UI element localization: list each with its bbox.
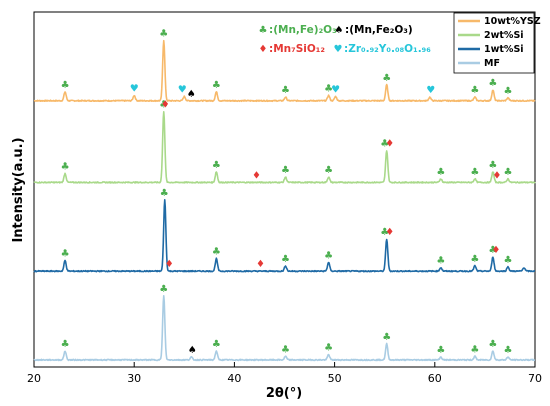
phase-legend-heart-icon: ♥ bbox=[334, 44, 343, 55]
x-tick-label: 50 bbox=[328, 372, 342, 385]
x-tick-label: 60 bbox=[428, 372, 442, 385]
marker-diamond-icon: ♦ bbox=[165, 259, 174, 270]
marker-clubs-icon: ♣ bbox=[324, 165, 333, 176]
x-tick-label: 30 bbox=[127, 372, 141, 385]
marker-clubs-icon: ♣ bbox=[61, 80, 70, 91]
phase-legend-diamond-label: :Mn₇SiO₁₂ bbox=[269, 43, 325, 55]
marker-heart-icon: ♥ bbox=[178, 84, 187, 95]
marker-diamond-icon: ♦ bbox=[385, 138, 394, 149]
marker-clubs-icon: ♣ bbox=[380, 227, 389, 238]
legend-label-mf: MF bbox=[484, 58, 500, 69]
x-axis-title: 2θ(°) bbox=[266, 386, 302, 401]
series-legend: 10wt%YSZ 2wt%Si 1wt%Si MF bbox=[453, 12, 541, 74]
legend-label-2wt-si: 2wt%Si bbox=[484, 30, 524, 41]
marker-clubs-icon: ♣ bbox=[212, 80, 221, 91]
legend-label-1wt-si: 1wt%Si bbox=[484, 44, 524, 55]
marker-diamond-icon: ♦ bbox=[385, 227, 394, 238]
marker-clubs-icon: ♣ bbox=[382, 332, 391, 343]
marker-clubs-icon: ♣ bbox=[159, 284, 168, 295]
x-tick-label: 70 bbox=[528, 372, 542, 385]
phase-legend-clubs-icon: ♣ bbox=[259, 25, 268, 36]
marker-spades-icon: ♠ bbox=[187, 89, 196, 100]
marker-clubs-icon: ♣ bbox=[488, 78, 497, 89]
phase-legend-diamond-icon: ♦ bbox=[259, 44, 268, 55]
marker-clubs-icon: ♣ bbox=[281, 85, 290, 96]
marker-clubs-icon: ♣ bbox=[160, 188, 169, 199]
marker-clubs-icon: ♣ bbox=[503, 167, 512, 178]
legend-label-10wt-ysz: 10wt%YSZ bbox=[484, 16, 541, 27]
marker-clubs-icon: ♣ bbox=[380, 138, 389, 149]
marker-clubs-icon: ♣ bbox=[212, 247, 221, 258]
marker-clubs-icon: ♣ bbox=[503, 255, 512, 266]
marker-diamond-icon: ♦ bbox=[491, 245, 500, 256]
marker-diamond-icon: ♦ bbox=[492, 170, 501, 181]
marker-clubs-icon: ♣ bbox=[436, 167, 445, 178]
marker-clubs-icon: ♣ bbox=[436, 256, 445, 267]
x-axis-ticks: 20 30 40 50 60 70 bbox=[27, 362, 542, 385]
x-tick-label: 20 bbox=[27, 372, 41, 385]
phase-legend-clubs-label: :(Mn,Fe)₂O₃ bbox=[269, 24, 337, 36]
marker-clubs-icon: ♣ bbox=[324, 83, 333, 94]
marker-clubs-icon: ♣ bbox=[281, 254, 290, 265]
phase-legend-spades-label: :(Mn,Fe₂O₃) bbox=[345, 24, 413, 36]
marker-clubs-icon: ♣ bbox=[281, 344, 290, 355]
series-line-1wtpctsi bbox=[33, 199, 536, 273]
marker-diamond-icon: ♦ bbox=[161, 99, 170, 110]
marker-clubs-icon: ♣ bbox=[212, 339, 221, 350]
marker-clubs-icon: ♣ bbox=[488, 245, 497, 256]
phase-legend-spades-icon: ♠ bbox=[335, 25, 344, 36]
marker-diamond-icon: ♦ bbox=[252, 170, 261, 181]
marker-clubs-icon: ♣ bbox=[382, 73, 391, 84]
phase-markers-group: ♣ ♥♣♥ ♠♣ ♣ ♣♥♣♥ ♣♣♣♣♣♦♣♦ ♣ ♣♣♦♣ ♣♣♦ ♣♣♣♦♣♦ ♣ ♣♣♦♣ ♣♣… bbox=[61, 28, 513, 356]
y-axis-title: Intensity(a.u.) bbox=[11, 137, 26, 242]
marker-clubs-icon: ♣ bbox=[61, 249, 70, 260]
marker-clubs-icon: ♣ bbox=[324, 250, 333, 261]
marker-clubs-icon: ♣ bbox=[159, 28, 168, 39]
spectra-group bbox=[33, 39, 536, 362]
phase-legend: ♣ :(Mn,Fe)₂O₃ ♠ :(Mn,Fe₂O₃) ♦ :Mn₇SiO₁₂ … bbox=[259, 24, 432, 55]
marker-clubs-icon: ♣ bbox=[503, 345, 512, 356]
marker-diamond-icon: ♦ bbox=[256, 259, 265, 270]
marker-clubs-icon: ♣ bbox=[212, 160, 221, 171]
marker-clubs-icon: ♣ bbox=[470, 254, 479, 265]
marker-clubs-icon: ♣ bbox=[436, 345, 445, 356]
marker-clubs-icon: ♣ bbox=[470, 344, 479, 355]
series-line-2wtpctsi bbox=[33, 110, 536, 184]
marker-spades-icon: ♠ bbox=[188, 345, 197, 356]
marker-clubs-icon: ♣ bbox=[159, 99, 168, 110]
marker-clubs-icon: ♣ bbox=[470, 167, 479, 178]
marker-clubs-icon: ♣ bbox=[488, 160, 497, 171]
series-line-mf bbox=[33, 294, 536, 362]
series-line-10wtpctysz bbox=[33, 39, 536, 103]
phase-legend-heart-label: :Zr₀.₉₂Y₀.₀₈O₁.₉₆ bbox=[344, 43, 431, 55]
marker-heart-icon: ♥ bbox=[130, 83, 139, 94]
marker-clubs-icon: ♣ bbox=[324, 343, 333, 354]
x-tick-label: 40 bbox=[227, 372, 241, 385]
marker-heart-icon: ♥ bbox=[426, 85, 435, 96]
marker-clubs-icon: ♣ bbox=[281, 165, 290, 176]
marker-clubs-icon: ♣ bbox=[488, 339, 497, 350]
plot-frame bbox=[33, 11, 536, 368]
marker-heart-icon: ♥ bbox=[331, 84, 340, 95]
marker-clubs-icon: ♣ bbox=[61, 162, 70, 173]
marker-clubs-icon: ♣ bbox=[503, 86, 512, 97]
marker-clubs-icon: ♣ bbox=[61, 339, 70, 350]
marker-clubs-icon: ♣ bbox=[470, 85, 479, 96]
